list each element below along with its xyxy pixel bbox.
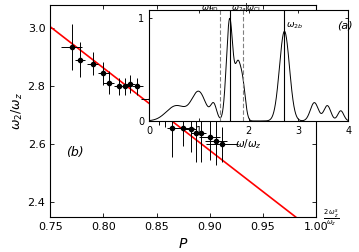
Text: (b): (b)	[66, 146, 84, 159]
X-axis label: $\omega/\omega_z$: $\omega/\omega_z$	[235, 137, 262, 151]
Text: $\omega_{2b}$: $\omega_{2b}$	[286, 20, 304, 30]
Text: $\omega_{2a}$: $\omega_{2a}$	[231, 4, 247, 14]
Y-axis label: $\omega_2/\omega_z$: $\omega_2/\omega_z$	[10, 92, 25, 130]
Text: (a): (a)	[337, 21, 353, 30]
Text: $\omega_\mathrm{HD}$: $\omega_\mathrm{HD}$	[201, 4, 219, 14]
Text: $\frac{2\,\omega_z^s}{\omega_z}$: $\frac{2\,\omega_z^s}{\omega_z}$	[323, 208, 339, 229]
Text: $|\omega_\mathrm{CL}$: $|\omega_\mathrm{CL}$	[244, 1, 263, 14]
X-axis label: P: P	[179, 237, 187, 251]
